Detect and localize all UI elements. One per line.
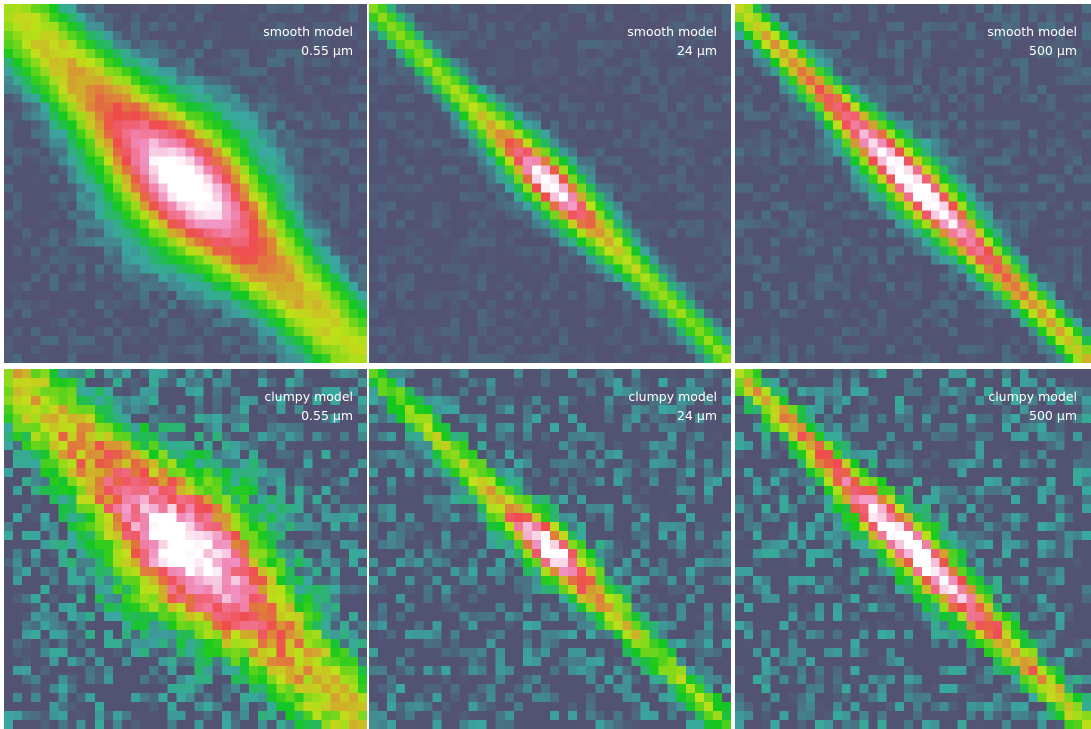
emission-map — [735, 4, 1091, 363]
panel-label: smooth model 0.55 µm — [263, 22, 353, 60]
panel-label: clumpy model 0.55 µm — [264, 387, 353, 425]
wavelength-label: 500 µm — [1029, 408, 1077, 423]
model-label: clumpy model — [628, 389, 717, 404]
panel-clumpy-500um: clumpy model 500 µm — [735, 369, 1091, 729]
wavelength-label: 0.55 µm — [301, 43, 353, 58]
panel-label: clumpy model 500 µm — [988, 387, 1077, 425]
panel-smooth-0-55um: smooth model 0.55 µm — [4, 4, 367, 363]
model-label: smooth model — [627, 24, 717, 39]
panel-smooth-24um: smooth model 24 µm — [369, 4, 731, 363]
wavelength-label: 24 µm — [676, 43, 717, 58]
panel-label: smooth model 24 µm — [627, 22, 717, 60]
panel-smooth-500um: smooth model 500 µm — [735, 4, 1091, 363]
emission-map — [4, 4, 367, 363]
panel-clumpy-24um: clumpy model 24 µm — [369, 369, 731, 729]
model-label: clumpy model — [988, 389, 1077, 404]
panel-label: clumpy model 24 µm — [628, 387, 717, 425]
panel-label: smooth model 500 µm — [987, 22, 1077, 60]
wavelength-label: 24 µm — [676, 408, 717, 423]
model-label: smooth model — [987, 24, 1077, 39]
wavelength-label: 500 µm — [1029, 43, 1077, 58]
emission-map — [735, 369, 1091, 729]
emission-map — [4, 369, 367, 729]
emission-map — [369, 4, 731, 363]
model-label: smooth model — [263, 24, 353, 39]
panel-clumpy-0-55um: clumpy model 0.55 µm — [4, 369, 367, 729]
model-label: clumpy model — [264, 389, 353, 404]
emission-map — [369, 369, 731, 729]
wavelength-label: 0.55 µm — [301, 408, 353, 423]
